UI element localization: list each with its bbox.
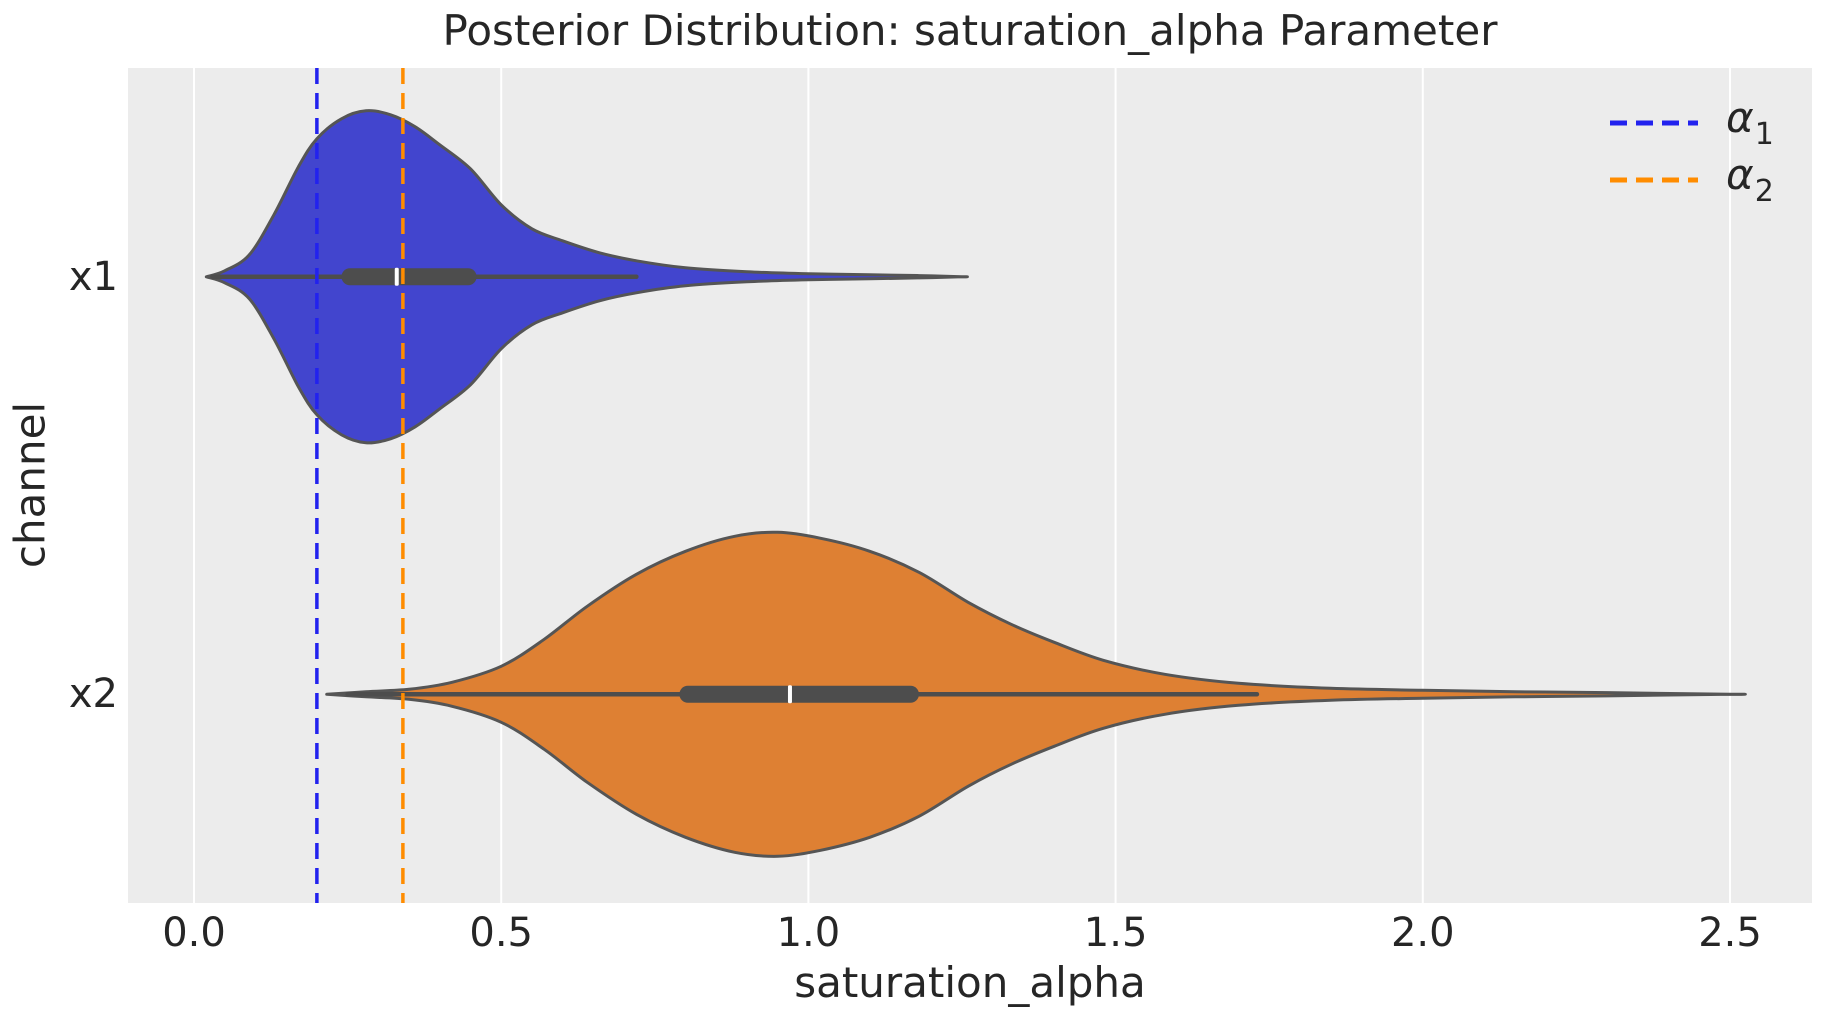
x-tick-label: 2.0 [1390,910,1455,956]
y-tick-label: x2 [68,671,118,718]
y-tick-label: x1 [68,253,118,300]
y-axis-label: channel [5,401,55,569]
x-tick-label: 1.5 [1083,910,1148,956]
legend-line-sample [1610,120,1698,125]
x-tick-label: 0.0 [162,910,226,956]
legend: α1 α2 [1610,93,1774,209]
x-axis-label: saturation_alpha [794,958,1146,1007]
iqr-box-x1 [341,268,477,286]
chart-title: Posterior Distribution: saturation_alpha… [442,6,1498,55]
median-tick-x2 [787,685,792,704]
median-tick-x1 [394,267,399,286]
legend-item: α1 [1610,93,1774,152]
x-tick-label: 2.5 [1698,910,1762,956]
iqr-box-x2 [679,685,919,703]
legend-line-sample [1610,177,1698,182]
legend-label: α1 [1726,93,1774,152]
legend-label: α2 [1726,150,1774,209]
x-tick-label: 0.5 [469,910,533,956]
legend-item: α2 [1610,150,1774,209]
x-tick-label: 1.0 [776,910,841,956]
plot-area [128,68,1812,903]
